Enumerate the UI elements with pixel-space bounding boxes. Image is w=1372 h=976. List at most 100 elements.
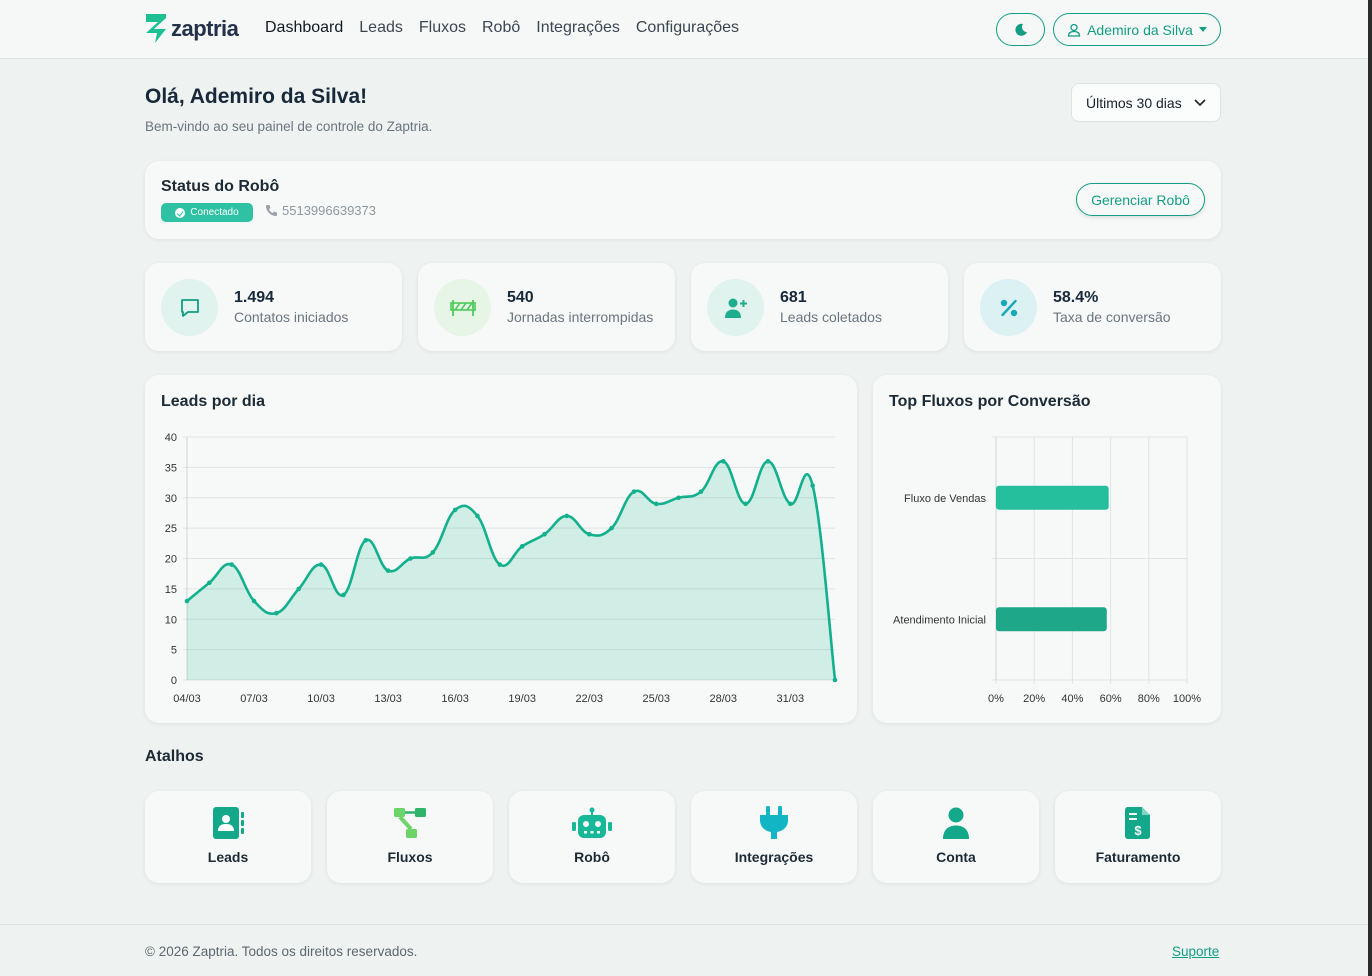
phone-icon	[265, 205, 277, 217]
shortcut-fluxos[interactable]: Fluxos	[327, 791, 493, 883]
period-select[interactable]: Últimos 30 dias	[1071, 83, 1221, 122]
shortcut-faturamento[interactable]: $ Faturamento	[1055, 791, 1221, 883]
data-point	[609, 525, 614, 531]
data-point	[564, 513, 570, 519]
data-point	[341, 592, 346, 598]
shortcut-label: Faturamento	[1095, 849, 1181, 865]
check-circle-icon	[175, 207, 186, 218]
shortcut-icon-wrap	[509, 805, 675, 841]
stat-label: Taxa de conversão	[1053, 309, 1171, 325]
theme-toggle-button[interactable]	[996, 13, 1045, 46]
shortcut-label: Leads	[207, 849, 249, 865]
shortcut-conta[interactable]: Conta	[873, 791, 1039, 883]
phone-number: 5513996639373	[282, 203, 376, 218]
caret-down-icon	[1198, 27, 1207, 32]
x-tick-label: 40%	[1061, 693, 1083, 705]
leads-chart-title: Leads por dia	[161, 393, 266, 410]
data-point	[542, 531, 547, 537]
robot-phone: 5513996639373	[265, 203, 376, 218]
x-tick-label: 13/03	[374, 693, 402, 705]
x-tick-label: 04/03	[173, 693, 201, 705]
y-tick-label: 10	[165, 614, 177, 626]
manage-robot-button[interactable]: Gerenciar Robô	[1076, 183, 1205, 216]
moon-icon	[1014, 23, 1027, 36]
bar	[996, 607, 1107, 632]
data-point	[788, 501, 793, 507]
data-point	[184, 598, 190, 604]
stat-icon-wrap	[434, 279, 491, 336]
stat-value: 1.494	[234, 289, 275, 306]
data-point	[743, 501, 748, 507]
data-point	[698, 489, 704, 494]
stat-label: Contatos iniciados	[234, 309, 349, 325]
chat-icon	[180, 298, 199, 317]
data-point	[497, 562, 503, 567]
flows-chart-title: Top Fluxos por Conversão	[889, 393, 1091, 410]
x-tick-label: 100%	[1173, 693, 1201, 705]
shortcuts-title: Atalhos	[145, 748, 204, 765]
brand-name: zaptria	[171, 15, 239, 41]
data-point	[318, 562, 324, 567]
nav-integracoes[interactable]: Integrações	[536, 19, 620, 36]
invoice-icon: $	[1125, 807, 1150, 839]
flows-chart-card: Top Fluxos por Conversão 0% 20% 40% 60% 80% 1…	[873, 375, 1221, 723]
shortcut-icon-wrap	[327, 805, 493, 841]
data-point	[765, 459, 771, 464]
data-point	[653, 501, 659, 507]
svg-text:$: $	[1134, 823, 1142, 838]
nav-dashboard[interactable]: Dashboard	[265, 19, 344, 36]
y-tick-label: 25	[165, 523, 177, 535]
page-title: Olá, Ademiro da Silva!	[145, 85, 368, 108]
data-point	[676, 495, 681, 501]
x-tick-label: 31/03	[777, 693, 805, 705]
stat-icon-wrap	[161, 279, 218, 336]
x-tick-label: 80%	[1138, 693, 1160, 705]
shortcut-leads[interactable]: Leads	[145, 791, 311, 883]
shortcut-icon-wrap	[145, 805, 311, 841]
shortcut-label: Integrações	[734, 849, 814, 865]
category-label: Fluxo de Vendas	[904, 493, 986, 505]
nav-robo[interactable]: Robô	[482, 19, 521, 36]
user-plus-icon	[724, 298, 747, 318]
x-tick-label: 07/03	[240, 693, 268, 705]
window-edge	[1368, 0, 1372, 976]
shortcut-icon-wrap	[873, 805, 1039, 841]
data-point	[720, 459, 726, 464]
y-tick-label: 20	[165, 554, 177, 566]
footer: © 2026 Zaptria. Todos os direitos reserv…	[0, 924, 1368, 976]
support-link[interactable]: Suporte	[1172, 944, 1220, 959]
data-point	[251, 598, 257, 604]
shortcut-label: Conta	[936, 849, 976, 865]
data-point	[274, 610, 279, 616]
shortcut-label: Robô	[574, 849, 610, 865]
stat-icon-wrap	[707, 279, 764, 336]
data-point	[631, 489, 637, 494]
category-label: Atendimento Inicial	[893, 614, 986, 626]
stat-label: Leads coletados	[780, 309, 882, 325]
leads-chart-card: Leads por dia 0 5 10 15 20 25 30 35 40 04/03 07/03…	[145, 375, 857, 723]
y-tick-label: 30	[165, 493, 177, 505]
y-tick-label: 35	[165, 462, 177, 474]
x-tick-label: 22/03	[575, 693, 603, 705]
stat-label: Jornadas interrompidas	[507, 309, 654, 325]
footer-copyright: © 2026 Zaptria. Todos os direitos reserv…	[145, 944, 418, 959]
y-tick-label: 40	[165, 432, 177, 444]
stat-value: 58.4%	[1053, 289, 1099, 306]
user-icon	[943, 807, 969, 839]
zaptria-logo-icon	[146, 14, 166, 43]
user-menu-button[interactable]: Ademiro da Silva	[1053, 13, 1221, 46]
main-nav: Dashboard Leads Fluxos Robô Integrações …	[265, 19, 739, 37]
stat-value: 540	[507, 289, 534, 306]
brand-logo[interactable]: zaptria	[145, 13, 239, 44]
nav-leads[interactable]: Leads	[359, 19, 403, 36]
nav-fluxos[interactable]: Fluxos	[418, 19, 466, 36]
shortcut-robo[interactable]: Robô	[509, 791, 675, 883]
nav-configuracoes[interactable]: Configurações	[635, 19, 740, 36]
data-point	[385, 568, 391, 573]
shortcut-icon-wrap	[691, 805, 857, 841]
data-point	[452, 507, 458, 513]
top-navbar: zaptria Dashboard Leads Fluxos Robô Inte…	[0, 0, 1368, 59]
x-tick-label: 0%	[988, 693, 1004, 705]
status-badge-label: Conectado	[190, 207, 239, 218]
shortcut-integracoes[interactable]: Integrações	[691, 791, 857, 883]
